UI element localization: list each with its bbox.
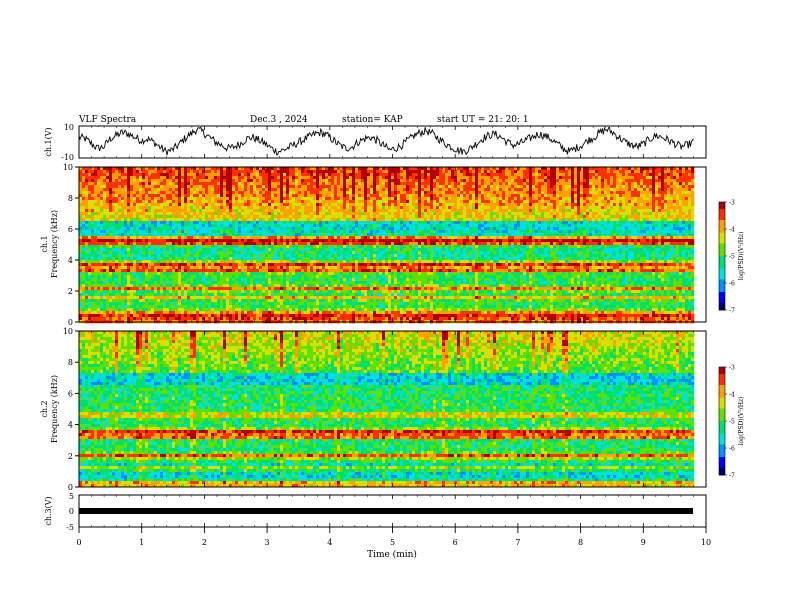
ch1-spec-ytick-label: 4 <box>68 256 73 265</box>
ch2-colorbar-tick: -5 <box>729 419 735 426</box>
ch3-ylabel: ch.3(V) <box>44 496 53 525</box>
ch1-spec-ytick-label: 6 <box>68 225 73 234</box>
ch2-spectrogram-image <box>79 331 694 487</box>
ch1-spec-ytick-label: 8 <box>68 194 73 203</box>
ch2-colorbar: -3 -4 -5 -6 -7 log(PSD)(V²/Hz) <box>719 365 745 480</box>
figure-date: Dec.3 , 2024 <box>250 115 308 125</box>
ch1-colorbar-label: log(PSD)(V²/Hz) <box>738 232 745 281</box>
ch1-colorbar-tick: -6 <box>729 281 735 288</box>
ch3-series-line <box>79 508 693 514</box>
ch2-spec-ytick-label: 4 <box>68 421 73 430</box>
ch1-plot-frame <box>79 126 706 158</box>
time-axis-label: Time (min) <box>367 549 417 560</box>
ch1-colorbar-tick: -4 <box>729 227 735 234</box>
time-axis-tick-label: 8 <box>578 538 583 547</box>
figure-title: VLF Spectra <box>78 115 137 125</box>
ch2-spec-ytick-label: 2 <box>68 452 73 461</box>
ch3-ytick-label: 5 <box>69 492 74 501</box>
ch3-ytick-label: -5 <box>66 523 74 532</box>
time-axis-tick-label: 0 <box>76 538 81 547</box>
ch3-time-series-panel: 5 0 -5 ch.3(V) <box>44 492 706 532</box>
time-axis-tick-label: 5 <box>390 538 395 547</box>
ch1-ytick-label: 10 <box>64 123 74 132</box>
time-axis-tick-label: 3 <box>265 538 270 547</box>
time-axis-tick-label: 1 <box>139 538 144 547</box>
ch1-spec-ytick-label: 2 <box>68 287 73 296</box>
ch1-spectrogram-image <box>79 167 694 323</box>
ch2-spec-ytick-label: 6 <box>68 389 73 398</box>
ch1-ylabel: ch.1(V) <box>44 127 53 156</box>
time-axis-tick-label: 7 <box>515 538 520 547</box>
ch2-spec-ylabel-channel: ch.2 <box>40 400 49 417</box>
time-axis-tick-label: 10 <box>701 538 711 547</box>
ch1-time-series-panel: 10 -10 ch.1(V) <box>44 123 706 162</box>
ch3-ytick-label: 0 <box>69 507 74 516</box>
ch2-spec-ytick-label: 8 <box>68 358 73 367</box>
time-axis-tick-label: 4 <box>327 538 332 547</box>
ch2-colorbar-label: log(PSD)(V²/Hz) <box>738 397 745 446</box>
ch2-colorbar-tick: -6 <box>729 446 735 453</box>
time-axis-tick-label: 2 <box>202 538 207 547</box>
ch1-series-line <box>79 127 694 155</box>
figure-station: station= KAP <box>342 115 403 125</box>
ch1-spec-ylabel-channel: ch.1 <box>40 235 49 252</box>
ch2-colorbar-tick: -4 <box>729 392 735 399</box>
ch1-spec-ylabel-frequency: Frequency (kHz) <box>50 210 59 278</box>
time-axis-tick-label: 9 <box>641 538 646 547</box>
ch1-ytick-label: -10 <box>61 153 74 162</box>
ch2-colorbar-tick: -3 <box>729 365 735 372</box>
ch1-colorbar: -3 -4 -5 -6 -7 log(PSD)(V²/Hz) <box>719 200 745 315</box>
ch2-colorbar-tick: -7 <box>729 473 735 480</box>
ch1-spec-ytick-label: 0 <box>68 318 73 327</box>
time-axis-tick-label: 6 <box>453 538 458 547</box>
ch1-spec-ytick-label: 10 <box>63 163 73 172</box>
ch2-spec-ytick-label: 0 <box>68 483 73 492</box>
ch1-spectrogram-panel: 0 2 4 6 8 10 ch.1 Frequency (kHz) -3 -4 -5 -6 -7 l… <box>40 163 745 327</box>
ch2-spectrogram-panel: 0 2 4 6 8 10 ch.2 Frequency (kHz) -3 -4 -5 -6 -7 l… <box>40 327 745 492</box>
ch2-spec-ytick-label: 10 <box>63 327 73 336</box>
ch1-colorbar-tick: -5 <box>729 254 735 261</box>
ch1-colorbar-tick: -7 <box>729 308 735 315</box>
ch1-colorbar-tick: -3 <box>729 200 735 207</box>
ch2-spec-ylabel-frequency: Frequency (kHz) <box>50 375 59 443</box>
figure-start-ut: start UT = 21: 20: 1 <box>437 115 529 125</box>
